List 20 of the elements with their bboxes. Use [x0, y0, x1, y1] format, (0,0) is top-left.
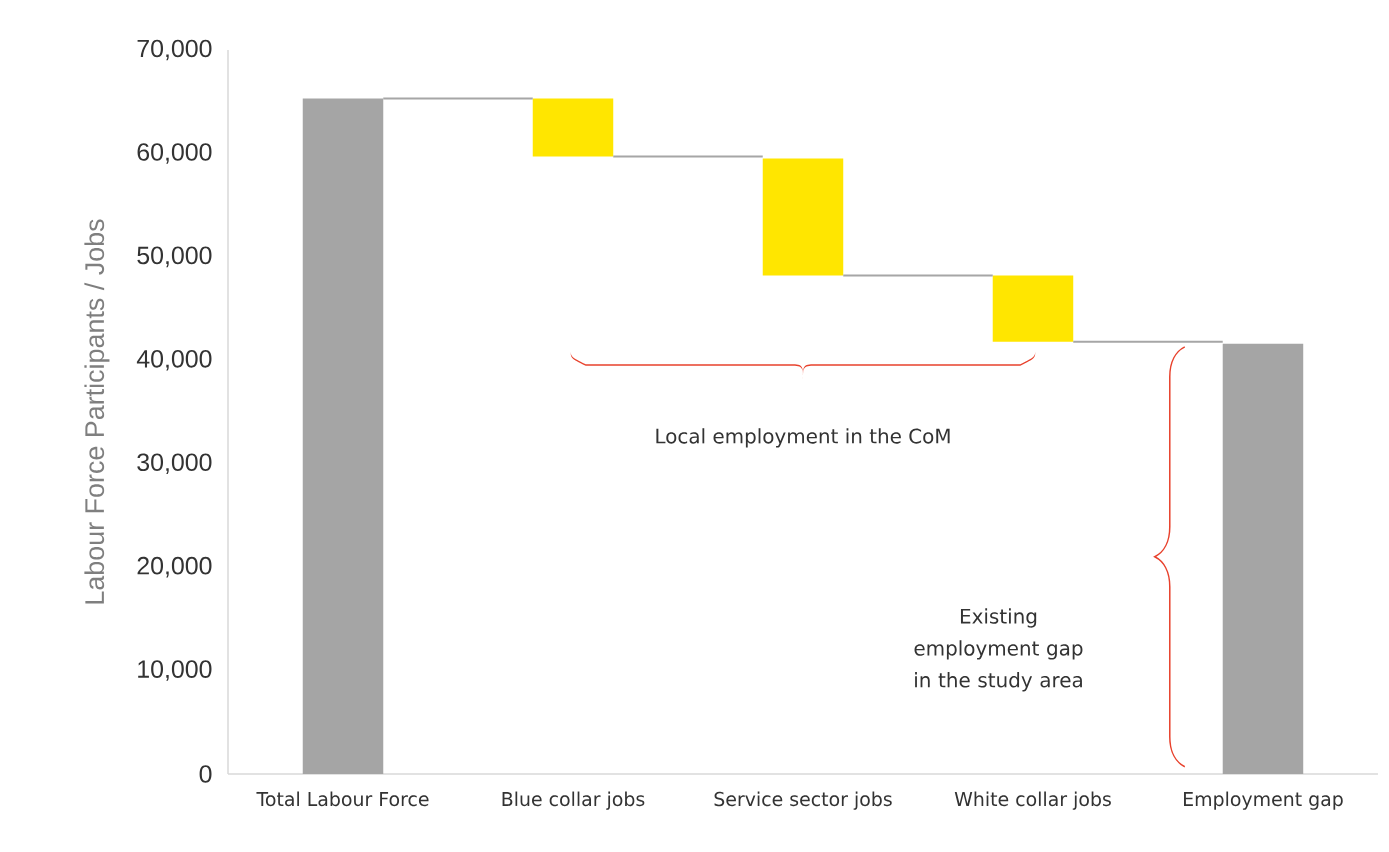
- y-axis-title: Labour Force Participants / Jobs: [84, 219, 110, 604]
- y-tick-label: 20,000: [137, 556, 212, 578]
- x-tick-label: Blue collar jobs: [502, 791, 645, 810]
- y-tick-label: 0: [199, 765, 212, 783]
- y-tick-label: 40,000: [136, 349, 212, 371]
- annotation: Existing employment gap in the study area: [914, 608, 1083, 692]
- x-tick-label: Employment gap: [1184, 791, 1343, 810]
- bar: [992, 275, 1074, 342]
- bar: [1222, 343, 1304, 774]
- x-tick-label: Total Labour Force: [256, 791, 429, 807]
- y-tick-label: 30,000: [137, 453, 212, 474]
- annotation: Local employment in the CoM: [656, 428, 950, 448]
- x-tick-label: White collar jobs: [954, 791, 1111, 810]
- y-tick-label: 50,000: [137, 246, 212, 268]
- y-tick-label: 70,000: [137, 39, 212, 61]
- y-tick-label: 60,000: [137, 143, 212, 164]
- bar: [532, 98, 614, 157]
- y-tick-label: 10,000: [138, 660, 212, 681]
- bar: [762, 158, 844, 276]
- x-tick-label: Service sector jobs: [714, 791, 892, 810]
